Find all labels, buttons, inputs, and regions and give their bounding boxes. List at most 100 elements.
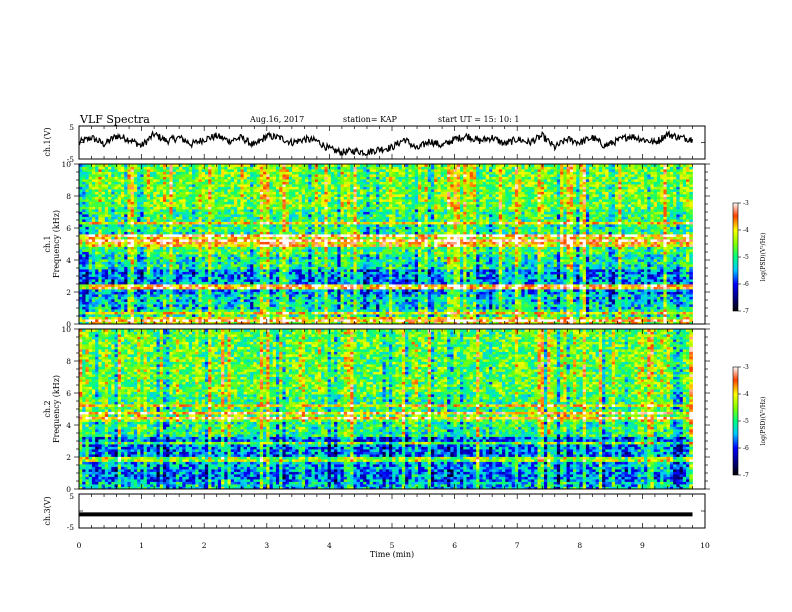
spectrogram-cell [683,307,687,310]
spectrogram-cell [179,317,183,320]
spectrogram-cell [621,304,625,307]
spectrogram-cell [92,317,96,320]
spectrogram-cell [392,312,396,315]
spectrogram-cell [644,314,648,317]
spectrogram-cell [663,317,667,320]
spectrogram-cell [92,312,96,315]
spectrogram-cell [615,307,619,310]
spectrogram-cell [689,309,693,312]
spectrogram-cell [470,309,474,312]
spectrogram-cell [618,304,622,307]
spectrogram-cell [621,314,625,317]
spectrogram-cell [82,319,86,322]
spectrogram-cell [253,309,257,312]
spectrogram-cell [615,317,619,320]
spectrogram-cell [250,309,254,312]
spectrogram-cell [308,319,312,322]
spectrogram-cell [386,317,390,320]
spectrogram-cell [321,314,325,317]
spectrogram-cell [276,312,280,315]
spectrogram-cell [625,314,629,317]
spectrogram-cell [447,307,451,310]
spectrogram-cell [215,314,219,317]
spectrogram-cell [89,307,93,310]
spectrogram-cell [153,309,157,312]
spectrogram-cell [350,319,354,322]
spectrogram-cell [554,319,558,322]
spectrogram-cell [115,309,119,312]
spectrogram-cell [531,309,535,312]
spectrogram-cell [247,307,251,310]
spectrogram-cell [663,314,667,317]
spectrogram-cell [528,307,532,310]
spectrogram-cell [179,319,183,322]
spectrogram-cell [515,309,519,312]
spectrogram-cell [253,312,257,315]
spectrogram-cell [318,307,322,310]
spectrogram-cell [612,309,616,312]
spectrogram-cell [324,304,328,307]
spectrogram-cell [586,317,590,320]
spectrogram-cell [428,317,432,320]
spectrogram-cell [186,307,190,310]
spectrogram-cell [299,312,303,315]
spectrogram-cell [273,317,277,320]
spectrogram-cell [111,302,115,305]
spectrogram-cell [311,314,315,317]
figure-title: VLF Spectra [79,113,150,126]
spectrogram-cell [651,312,655,315]
spectrogram-cell [202,309,206,312]
spectrogram-cell [541,307,545,310]
spectrogram-cell [412,309,416,312]
spectrogram-cell [421,307,425,310]
spectrogram-cell [496,307,500,310]
spectrogram-cell [444,314,448,317]
spectrogram-cell [521,312,525,315]
spectrogram-cell [386,309,390,312]
spectrogram-cell [521,309,525,312]
spectrogram-cell [579,312,583,315]
spectrogram-cell [618,317,622,320]
spectrogram-cell [334,304,338,307]
spectrogram-cell [247,317,251,320]
spectrogram-cell [541,312,545,315]
spectrogram-cell [105,317,109,320]
spectrogram-cell [557,319,561,322]
spectrogram-cell [631,317,635,320]
spectrogram-cell [496,312,500,315]
spectrogram-cell [454,314,458,317]
spectrogram-cell [95,312,99,315]
spectrogram-cell [395,314,399,317]
spectrogram-cell [460,317,464,320]
spectrogram-cell [454,317,458,320]
spectrogram-cell [683,309,687,312]
spectrogram-cell [195,307,199,310]
spectrogram-cell [111,307,115,310]
spectrogram-cell [121,312,125,315]
spectrogram-cell [311,307,315,310]
spectrogram-cell [376,304,380,307]
spectrogram-cell [108,317,112,320]
spectrogram-cell [505,314,509,317]
spectrogram-cell [547,317,551,320]
spectrogram-cell [550,317,554,320]
spectrogram-cell [389,317,393,320]
spectrogram-cell [596,317,600,320]
spectrogram-cell [515,304,519,307]
spectrogram-cell [473,307,477,310]
spectrogram-cell [499,314,503,317]
spectrogram-cell [231,314,235,317]
spectrogram-cell [92,307,96,310]
spectrogram-cell [231,312,235,315]
spectrogram-cell [663,312,667,315]
spectrogram-cell [118,307,122,310]
spectrogram-cell [353,304,357,307]
spectrogram-cell [295,314,299,317]
spectrogram-cell [628,307,632,310]
spectrogram-cell [98,309,102,312]
spectrogram-cell [160,312,164,315]
spectrogram-cell [592,304,596,307]
spectrogram-cell [450,304,454,307]
spectrogram-cell [550,304,554,307]
spectrogram-cell [124,309,128,312]
